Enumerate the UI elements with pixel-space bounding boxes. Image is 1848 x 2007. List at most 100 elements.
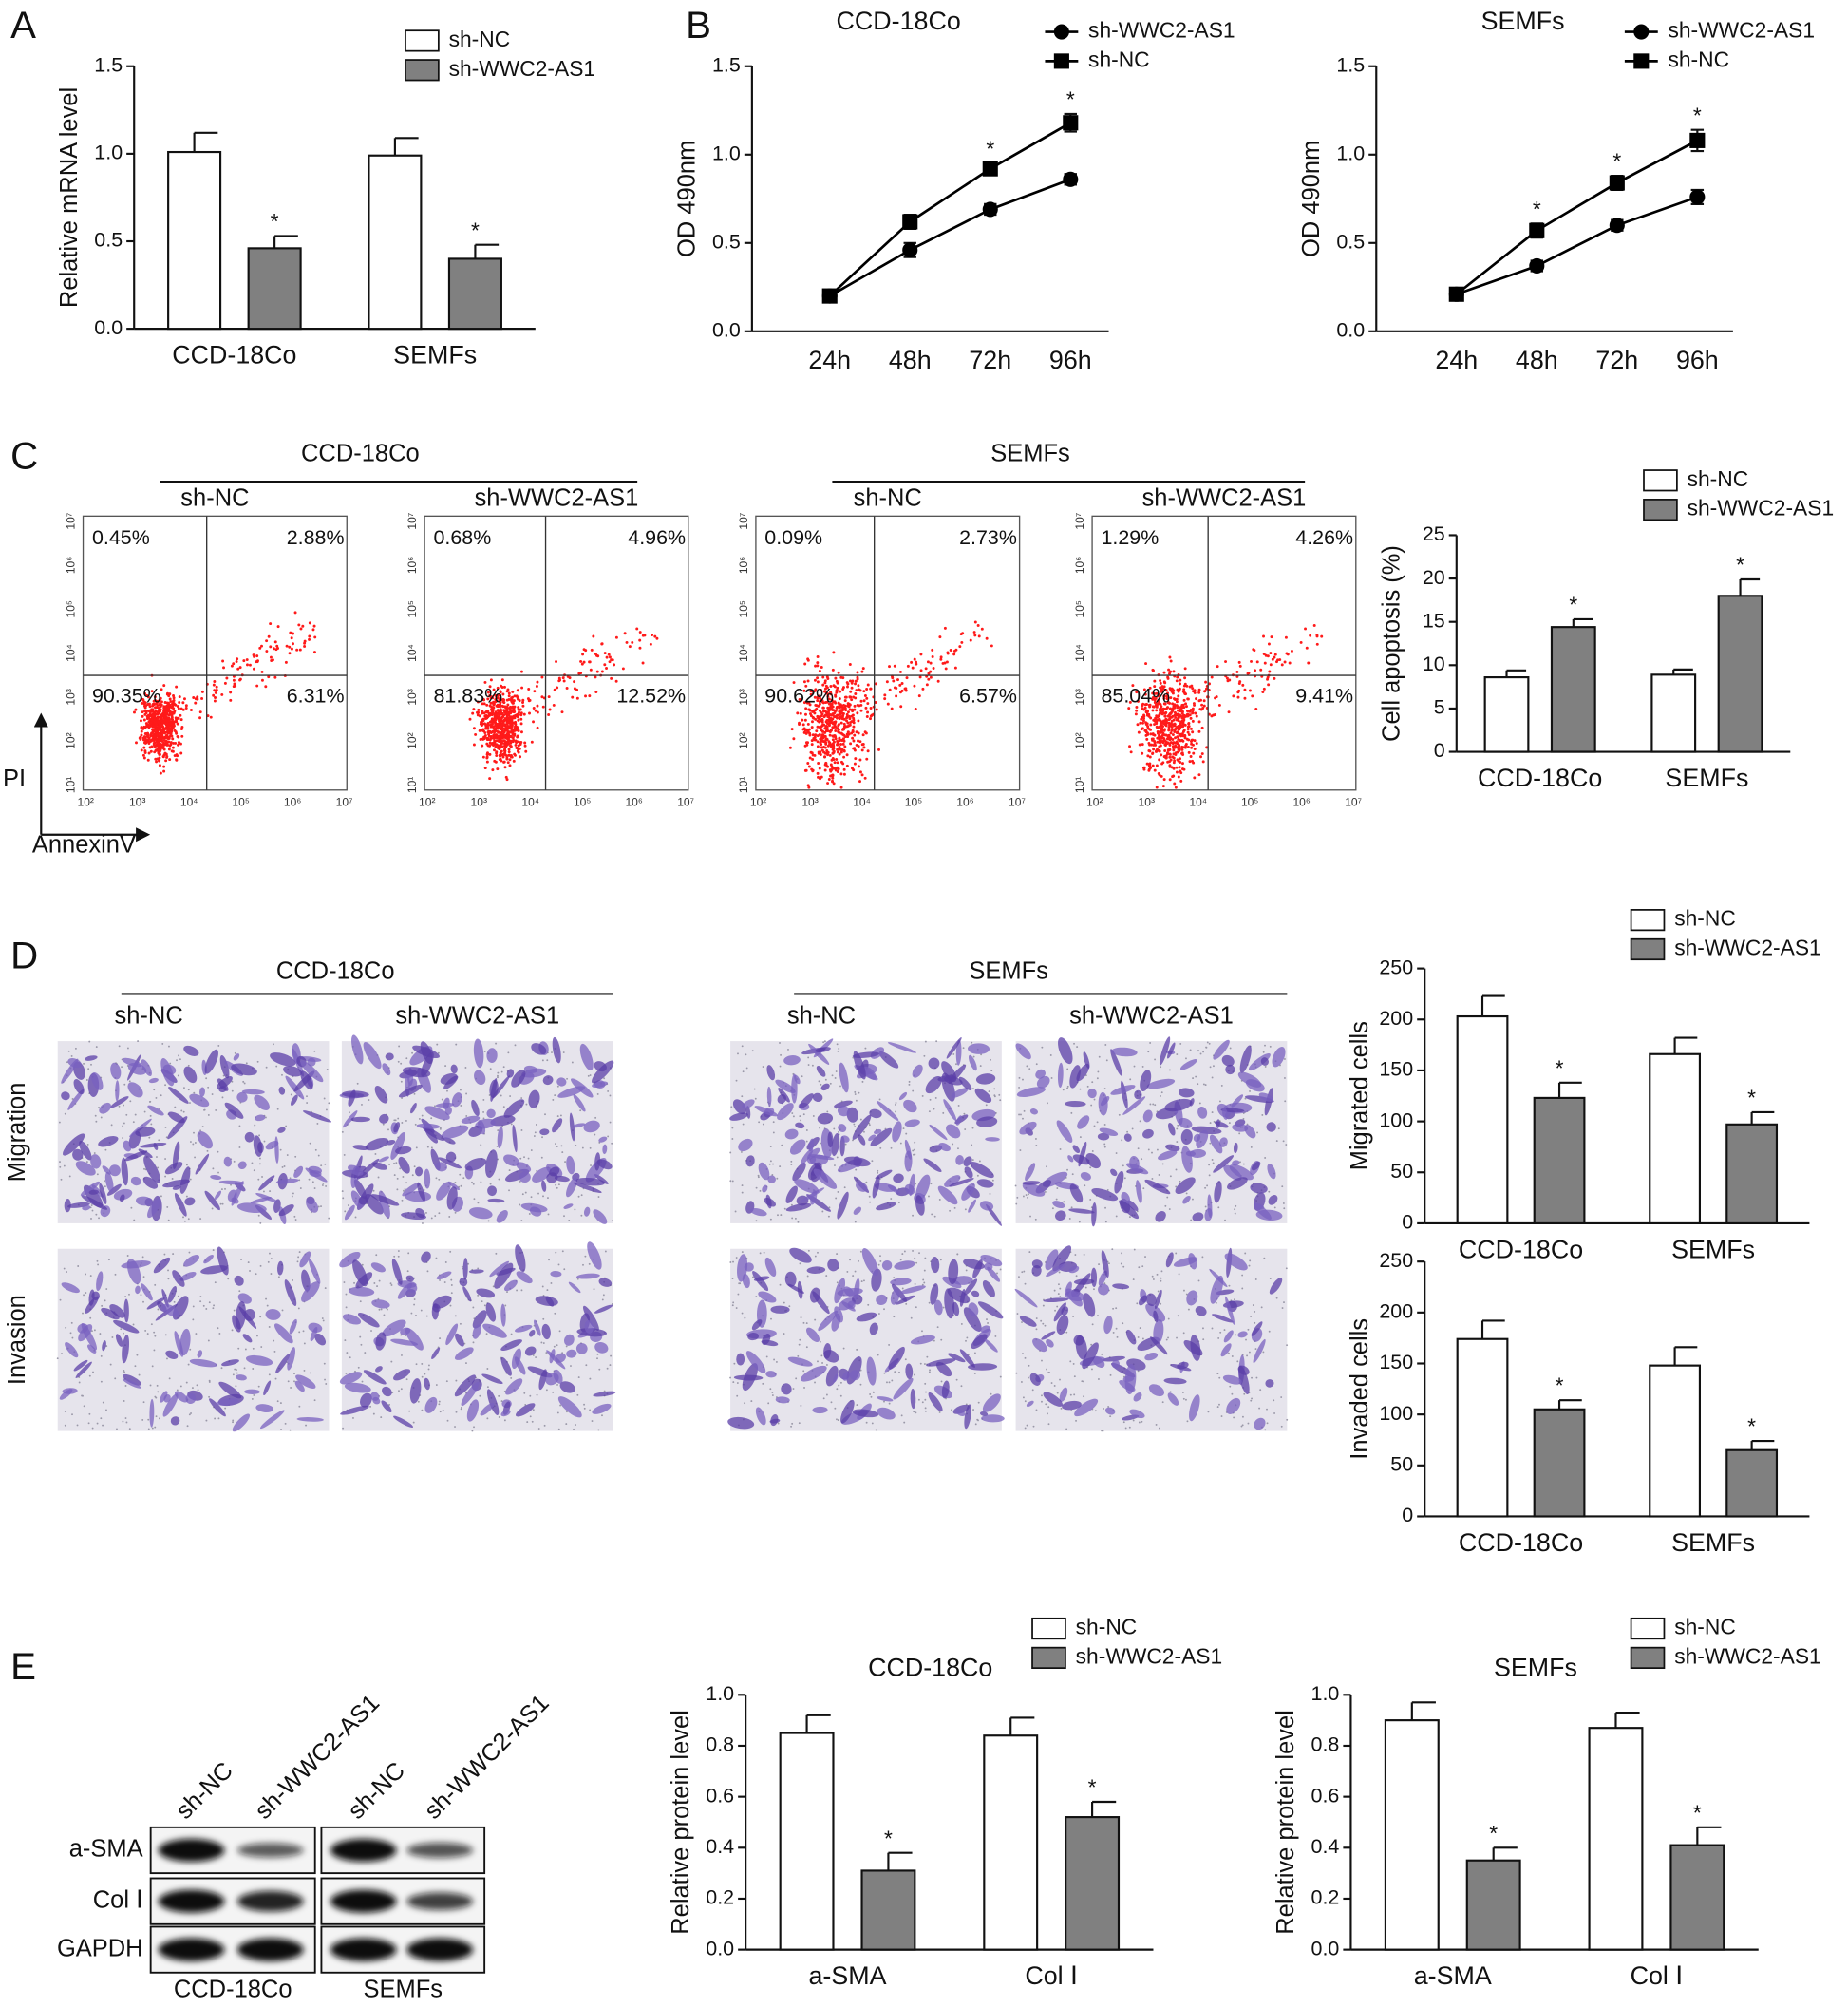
data-point xyxy=(1529,222,1545,238)
pore xyxy=(523,1156,525,1159)
stained-cell xyxy=(340,1405,369,1415)
legend-label: sh-NC xyxy=(449,27,511,51)
flow-event xyxy=(501,692,505,696)
pore xyxy=(205,1308,208,1310)
data-point xyxy=(1063,171,1079,187)
pore xyxy=(168,1377,171,1380)
flow-event xyxy=(625,640,629,644)
stained-cell xyxy=(234,1275,244,1286)
pore xyxy=(320,1164,323,1167)
quadrant-percent: 12.52% xyxy=(616,685,686,708)
pore xyxy=(356,1082,359,1085)
flow-event xyxy=(145,732,149,736)
stained-cell xyxy=(237,1293,252,1304)
pore xyxy=(990,1058,991,1061)
pore xyxy=(238,1125,241,1127)
pore xyxy=(405,1182,407,1184)
y-axis-label: Cell apoptosis (%) xyxy=(1378,545,1405,742)
pore xyxy=(777,1214,779,1217)
flow-event xyxy=(827,702,831,706)
flow-event xyxy=(1175,770,1179,774)
flow-y-tick: 10² xyxy=(1073,732,1086,748)
pore xyxy=(776,1177,779,1180)
pore xyxy=(555,1251,557,1254)
flow-event xyxy=(853,762,857,766)
flow-event xyxy=(163,751,167,755)
stained-cell xyxy=(287,1347,296,1371)
flow-event xyxy=(858,780,861,784)
flow-event xyxy=(170,734,174,738)
pore xyxy=(418,1117,421,1120)
x-tick-label: Col Ⅰ xyxy=(1025,1961,1078,1990)
flow-event xyxy=(152,741,156,745)
flow-event xyxy=(801,723,805,727)
flow-event xyxy=(1227,710,1231,714)
flow-event xyxy=(828,753,832,757)
pore xyxy=(607,1135,610,1138)
flow-event xyxy=(1181,739,1185,743)
pore xyxy=(805,1140,808,1143)
flow-event xyxy=(836,681,839,685)
flow-event xyxy=(1197,691,1201,694)
flow-event xyxy=(496,744,500,748)
legend-marker xyxy=(1053,24,1069,40)
pore xyxy=(344,1210,347,1213)
flow-event xyxy=(534,709,537,712)
pore xyxy=(364,1352,367,1354)
flow-event xyxy=(153,734,157,738)
y-tick-label: 0 xyxy=(1402,1211,1413,1234)
pore xyxy=(310,1372,311,1374)
stained-cell xyxy=(81,1195,108,1210)
pore xyxy=(742,1123,745,1126)
flow-event xyxy=(177,743,179,747)
flow-event xyxy=(139,719,142,723)
pore xyxy=(172,1253,175,1256)
pore xyxy=(460,1184,462,1187)
stained-cell xyxy=(528,1089,540,1108)
flow-event xyxy=(973,634,977,637)
flow-event xyxy=(293,611,297,615)
flow-event xyxy=(843,745,847,748)
flow-event xyxy=(818,700,821,704)
pore xyxy=(86,1143,89,1146)
flow-event xyxy=(166,735,169,739)
flow-event xyxy=(516,734,519,738)
pore xyxy=(545,1352,548,1354)
pore xyxy=(730,1106,733,1108)
pore xyxy=(737,1052,739,1055)
bar xyxy=(1456,1337,1509,1518)
pore xyxy=(413,1092,416,1095)
flow-event xyxy=(155,737,159,741)
pore xyxy=(144,1329,147,1332)
pore xyxy=(757,1176,760,1179)
flow-event xyxy=(588,694,592,698)
stained-cell xyxy=(485,1149,498,1178)
pore xyxy=(309,1142,311,1145)
pore xyxy=(66,1061,68,1064)
pore xyxy=(101,1304,104,1307)
flow-event xyxy=(1169,758,1173,762)
flow-event xyxy=(1157,772,1160,775)
flow-event xyxy=(171,746,175,749)
flow-event xyxy=(798,698,801,702)
flow-event xyxy=(931,648,934,652)
pore xyxy=(141,1418,144,1421)
stained-cell xyxy=(593,1391,616,1397)
stained-cell xyxy=(382,1063,391,1076)
flow-event xyxy=(497,709,500,712)
flow-event xyxy=(1151,697,1155,701)
pore xyxy=(292,1192,294,1195)
stained-cell xyxy=(482,1323,507,1338)
flow-event xyxy=(150,745,154,748)
flow-event xyxy=(859,709,863,712)
stained-cell xyxy=(584,1320,594,1334)
y-tick-label: 200 xyxy=(1379,1007,1413,1030)
flow-event xyxy=(1181,729,1185,733)
pore xyxy=(479,1394,481,1397)
flow-event xyxy=(511,732,515,736)
pore xyxy=(281,1165,284,1168)
flow-event xyxy=(311,628,315,632)
flow-event xyxy=(164,715,168,719)
flow-event xyxy=(143,691,147,695)
flow-event xyxy=(496,722,500,726)
